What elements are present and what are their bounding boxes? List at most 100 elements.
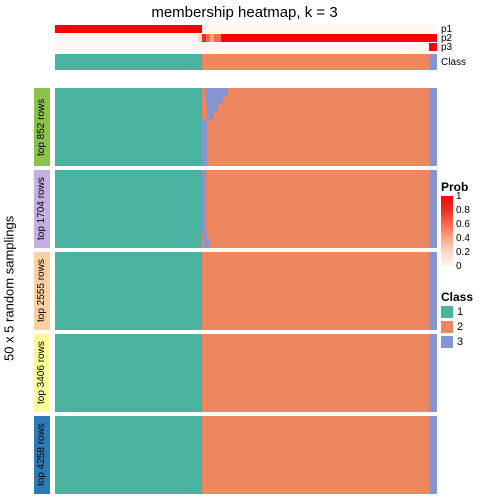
heat-cell: [207, 111, 214, 119]
heat-cell: [429, 201, 437, 209]
heat-subrow: [55, 170, 437, 178]
heat-subrow: [55, 381, 437, 397]
heat-cell: [55, 463, 202, 479]
legend-swatch: [441, 306, 453, 318]
heat-cell: [55, 127, 202, 135]
heat-cell: [207, 135, 429, 143]
heat-cell: [55, 111, 202, 119]
annot-cell: [214, 34, 222, 42]
heat-cell: [207, 150, 429, 158]
heat-cell: [429, 432, 437, 448]
heat-subrow: [55, 186, 437, 194]
heat-cell: [206, 96, 223, 104]
legend-prob-tick: 0: [456, 261, 462, 272]
legend-prob-tick: 0.4: [456, 233, 470, 244]
heat-subrow: [55, 96, 437, 104]
heat-cell: [429, 225, 437, 233]
rowblock-label: top 2555 rows: [34, 252, 50, 330]
heat-cell: [429, 268, 437, 284]
heat-subrow: [55, 283, 437, 299]
heat-cell: [429, 478, 437, 494]
heat-cell: [206, 209, 429, 217]
heat-cell: [429, 447, 437, 463]
heat-cell: [55, 150, 202, 158]
heat-cell: [207, 119, 429, 127]
heat-cell: [202, 350, 429, 366]
legend-prob-tick: 0.2: [456, 247, 470, 258]
heat-cell: [55, 252, 202, 268]
heat-cell: [202, 416, 429, 432]
annot-cell: [202, 25, 437, 33]
heat-cell: [55, 268, 202, 284]
chart-title: membership heatmap, k = 3: [52, 4, 437, 21]
heat-cell: [55, 478, 202, 494]
heat-cell: [429, 334, 437, 350]
heat-cell: [55, 104, 202, 112]
heat-cell: [207, 127, 429, 135]
heat-subrow: [55, 350, 437, 366]
heat-subrow: [55, 416, 437, 432]
rowblock: [55, 252, 437, 330]
heat-cell: [429, 463, 437, 479]
heat-cell: [55, 119, 202, 127]
heat-subrow: [55, 158, 437, 166]
heat-cell: [228, 88, 429, 96]
heat-cell: [55, 170, 202, 178]
heat-cell: [429, 111, 437, 119]
heat-cell: [55, 283, 202, 299]
heat-cell: [55, 396, 202, 412]
class-cell: [202, 54, 429, 70]
heat-cell: [55, 88, 202, 96]
heat-cell: [429, 170, 437, 178]
heat-subrow: [55, 201, 437, 209]
heat-cell: [206, 178, 429, 186]
heat-cell: [55, 143, 202, 151]
heat-cell: [429, 350, 437, 366]
heat-subrow: [55, 127, 437, 135]
heat-subrow: [55, 119, 437, 127]
heat-cell: [55, 381, 202, 397]
annot-cell: [429, 43, 437, 51]
heat-subrow: [55, 240, 437, 248]
heat-cell: [202, 252, 429, 268]
heat-cell: [202, 365, 429, 381]
heat-cell: [214, 111, 429, 119]
heat-cell: [55, 158, 202, 166]
y-axis-label: 50 x 5 random samplings: [0, 88, 18, 488]
heat-cell: [55, 225, 202, 233]
rowblock: [55, 416, 437, 494]
heat-cell: [429, 127, 437, 135]
heat-cell: [429, 396, 437, 412]
heat-cell: [55, 217, 202, 225]
legend-label: 3: [457, 337, 463, 348]
heat-cell: [55, 178, 202, 186]
heat-cell: [55, 447, 202, 463]
heat-cell: [202, 334, 429, 350]
legend-class-item: 1: [441, 306, 463, 318]
heat-cell: [202, 478, 429, 494]
legend-swatch: [441, 336, 453, 348]
heat-cell: [429, 96, 437, 104]
annot-row-p3: [55, 43, 437, 51]
heat-cell: [55, 232, 202, 240]
annot-cell: [55, 25, 202, 33]
heat-cell: [429, 158, 437, 166]
heat-cell: [202, 432, 429, 448]
annot-cell: [55, 34, 198, 42]
heat-subrow: [55, 111, 437, 119]
heat-cell: [429, 252, 437, 268]
legend-label: 2: [457, 322, 463, 333]
heat-cell: [429, 88, 437, 96]
heat-subrow: [55, 232, 437, 240]
heat-subrow: [55, 463, 437, 479]
heat-subrow: [55, 135, 437, 143]
heat-cell: [429, 283, 437, 299]
heat-cell: [223, 96, 429, 104]
rowblock: [55, 334, 437, 412]
heat-subrow: [55, 104, 437, 112]
heat-cell: [429, 416, 437, 432]
annot-cell: [221, 34, 437, 42]
heat-cell: [429, 186, 437, 194]
heat-cell: [206, 201, 429, 209]
legend-prob-tick: 1: [456, 191, 462, 202]
